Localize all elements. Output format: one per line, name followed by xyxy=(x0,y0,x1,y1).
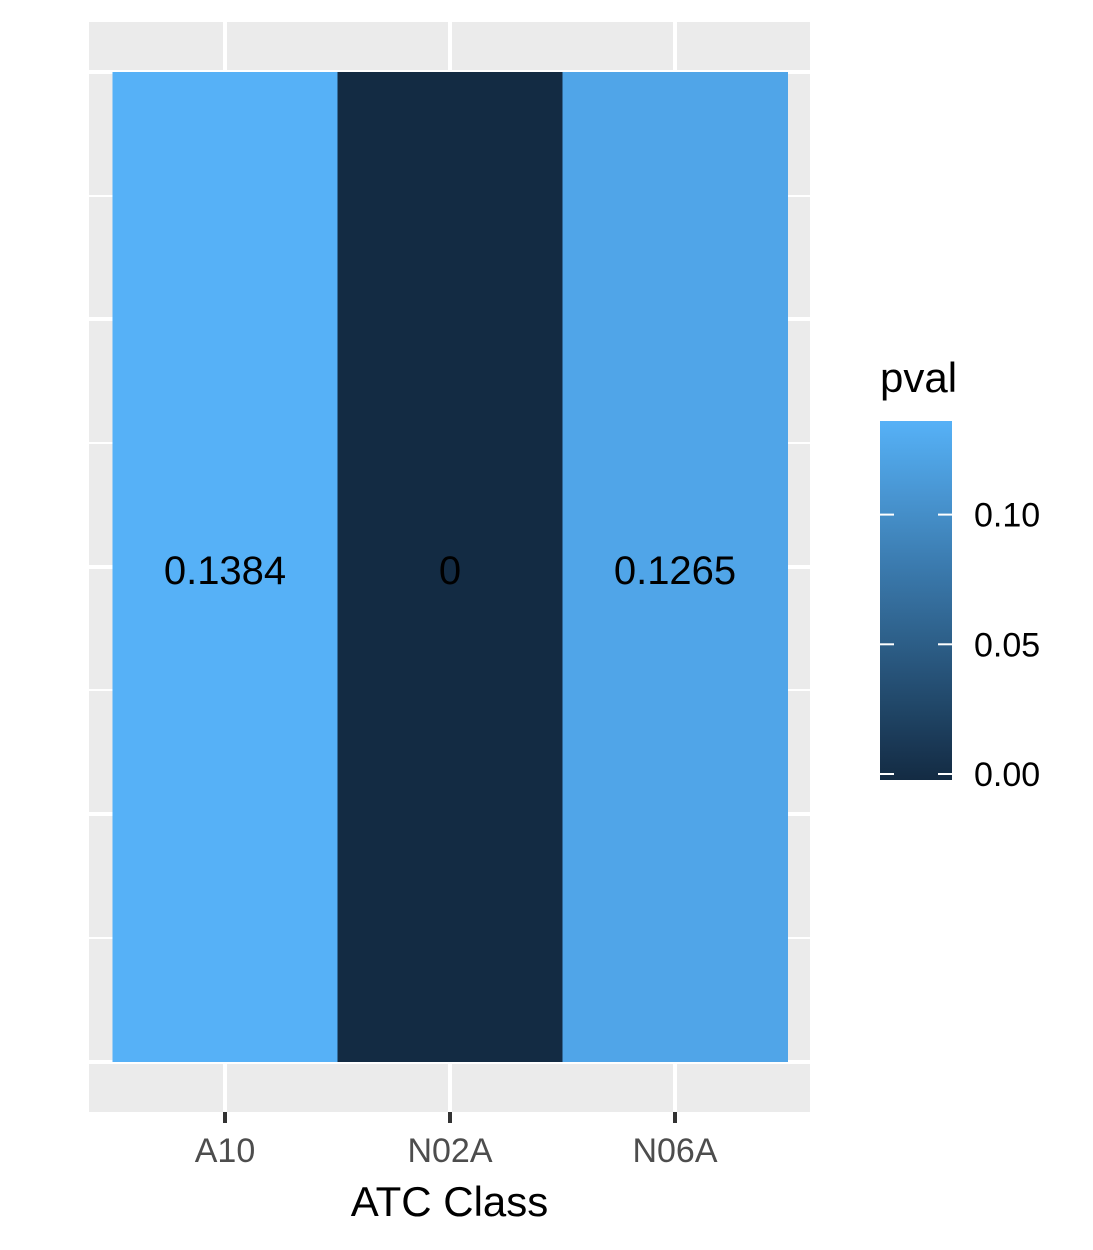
tile-a10 xyxy=(112,72,338,1062)
x-tick-label-n02a: N02A xyxy=(407,1132,492,1170)
x-tick-label-n06a: N06A xyxy=(632,1132,717,1170)
cell-label-n06a: 0.1265 xyxy=(614,549,736,593)
legend-colorbar xyxy=(880,421,952,780)
legend-tick-label: 0.05 xyxy=(974,626,1040,664)
x-tick-label-a10: A10 xyxy=(195,1132,256,1170)
legend-tick-label: 0.00 xyxy=(974,756,1040,794)
cell-label-n02a: 0 xyxy=(439,549,461,593)
legend-title: pval xyxy=(880,354,957,401)
cell-label-a10: 0.1384 xyxy=(164,549,286,593)
legend-tick-label: 0.10 xyxy=(974,497,1040,535)
tile-n02a xyxy=(337,72,563,1062)
tile-n06a xyxy=(562,72,788,1062)
x-axis-title: ATC Class xyxy=(351,1178,549,1225)
